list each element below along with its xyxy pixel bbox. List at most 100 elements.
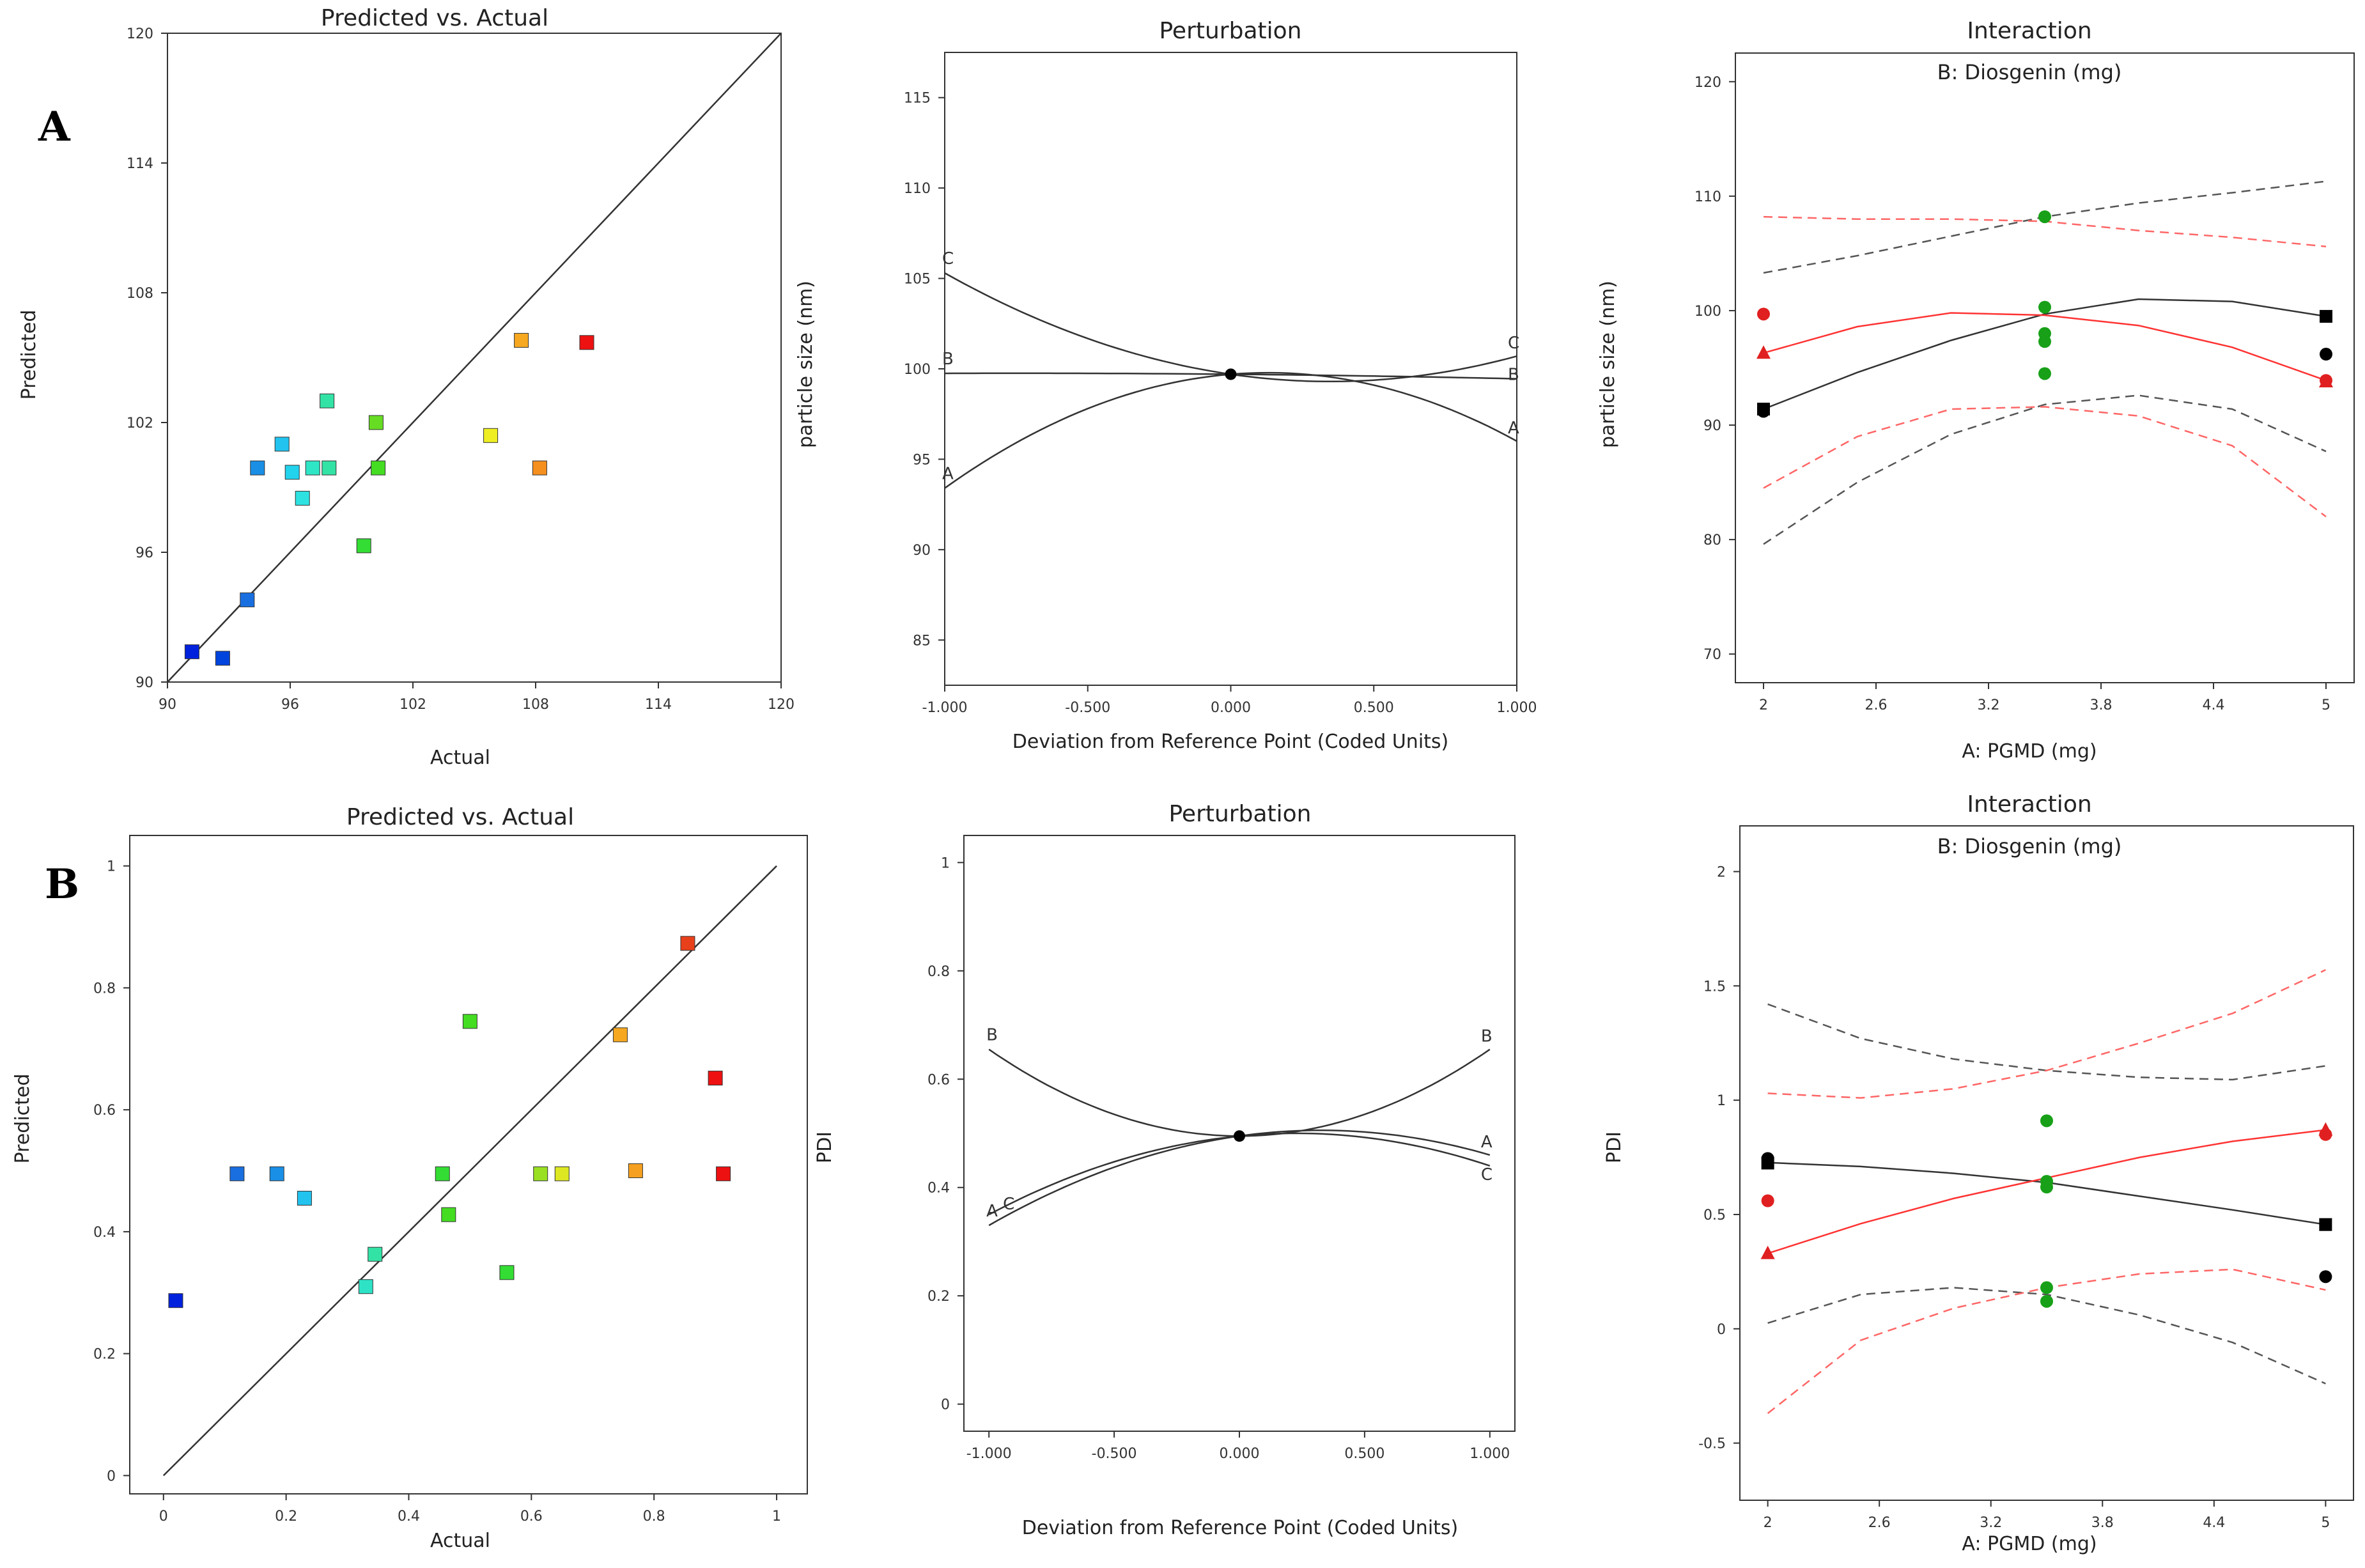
x-tick-label: 2.6 bbox=[1865, 697, 1888, 713]
x-axis-label: Deviation from Reference Point (Coded Un… bbox=[1022, 1517, 1459, 1539]
y-tick-label: 110 bbox=[904, 181, 931, 197]
data-point bbox=[483, 428, 499, 443]
x-tick-label: 1.000 bbox=[1469, 1446, 1510, 1462]
center-point bbox=[1234, 1130, 1245, 1142]
perturbation-curve-a bbox=[988, 1129, 1491, 1227]
interaction-red-lower bbox=[1763, 406, 2327, 518]
data-point bbox=[184, 644, 199, 660]
y-tick-label: 1 bbox=[107, 859, 116, 875]
x-tick-label: 5 bbox=[2322, 697, 2330, 713]
data-point bbox=[240, 592, 255, 607]
data-point bbox=[368, 1246, 383, 1262]
y-axis-label: particle size (nm) bbox=[1597, 281, 1619, 448]
x-tick-label: 3.2 bbox=[1980, 1515, 2002, 1531]
plot-frame bbox=[1739, 825, 2354, 1501]
y-tick-label: 0 bbox=[941, 1397, 950, 1413]
design-point-circle bbox=[1757, 307, 1770, 321]
design-point-circle bbox=[2040, 1114, 2053, 1128]
design-point-circle bbox=[2040, 1181, 2053, 1194]
design-point-square bbox=[2319, 1218, 2332, 1231]
curve-label-end: A bbox=[1508, 419, 1519, 438]
panel-label-a: A bbox=[38, 103, 71, 151]
y-axis-label: PDI bbox=[814, 1131, 836, 1163]
center-point bbox=[1225, 368, 1237, 380]
design-point-circle bbox=[2038, 210, 2051, 224]
design-point-square bbox=[1761, 1156, 1774, 1170]
interaction-black-lower bbox=[1763, 394, 2327, 545]
data-point bbox=[441, 1207, 456, 1222]
y-tick-label: 1 bbox=[1717, 1093, 1726, 1109]
x-tick-label: 90 bbox=[159, 697, 176, 713]
design-point-circle bbox=[2319, 1270, 2332, 1284]
x-axis-label: Actual bbox=[430, 1530, 490, 1552]
y-tick-label: 0.8 bbox=[927, 964, 950, 980]
perturbation-curve-a bbox=[944, 371, 1517, 489]
x-tick-label: 114 bbox=[645, 697, 672, 713]
interaction-black-lower bbox=[1767, 1287, 2326, 1385]
y-tick-label: 2 bbox=[1717, 865, 1726, 881]
data-point bbox=[229, 1166, 245, 1181]
y-tick-label: 115 bbox=[904, 91, 931, 107]
y-axis-label: PDI bbox=[1603, 1131, 1625, 1163]
chart-b1-predicted-vs-actual: Predicted vs. Actual Actual Predicted 0 0… bbox=[12, 804, 808, 1552]
y-tick-label: 0.4 bbox=[93, 1225, 116, 1241]
y-tick-label: 0.2 bbox=[93, 1347, 116, 1363]
reference-line bbox=[167, 33, 782, 683]
data-point bbox=[435, 1166, 450, 1181]
y-tick-label: 114 bbox=[127, 156, 153, 172]
curve-label-start: A bbox=[942, 465, 954, 484]
x-tick-label: -0.500 bbox=[1092, 1446, 1137, 1462]
panel-label-b: B bbox=[45, 860, 79, 908]
plot-frame bbox=[129, 835, 808, 1494]
design-point-circle bbox=[2040, 1294, 2053, 1308]
y-tick-label: 0.6 bbox=[927, 1072, 950, 1088]
data-point bbox=[371, 460, 386, 476]
data-point bbox=[297, 1190, 312, 1206]
data-point bbox=[554, 1166, 570, 1181]
data-point bbox=[322, 460, 337, 476]
curve-label-start: A bbox=[986, 1202, 998, 1221]
y-tick-label: 1 bbox=[941, 855, 950, 871]
x-tick-label: 3.8 bbox=[2091, 1515, 2114, 1531]
data-point bbox=[716, 1166, 731, 1181]
y-tick-label: 90 bbox=[1703, 418, 1721, 434]
interaction-black-fit bbox=[1767, 1161, 2326, 1225]
chart-b2-perturbation: Perturbation Deviation from Reference Po… bbox=[814, 801, 1516, 1539]
chart-subtitle: B: Diosgenin (mg) bbox=[1937, 834, 2122, 858]
design-point-circle bbox=[2038, 300, 2051, 314]
design-point-triangle bbox=[1760, 1245, 1775, 1259]
y-tick-label: 0.6 bbox=[93, 1103, 116, 1119]
y-tick-label: 108 bbox=[127, 286, 153, 302]
y-tick-label: 96 bbox=[136, 545, 153, 561]
data-point bbox=[532, 460, 547, 476]
y-tick-label: 85 bbox=[913, 633, 931, 649]
x-tick-label: -0.500 bbox=[1065, 700, 1110, 716]
x-tick-label: 0 bbox=[159, 1509, 168, 1525]
design-point-circle bbox=[1761, 1194, 1774, 1207]
chart-a1-predicted-vs-actual: Predicted vs. Actual Actual Predicted 90… bbox=[18, 5, 795, 769]
x-tick-label: 1.000 bbox=[1497, 700, 1537, 716]
design-point-circle bbox=[2040, 1281, 2053, 1294]
data-point bbox=[579, 335, 594, 350]
data-point bbox=[708, 1071, 723, 1086]
chart-title: Interaction bbox=[1967, 791, 2091, 818]
data-point bbox=[514, 332, 529, 348]
chart-b3-interaction: Interaction B: Diosgenin (mg) A: PGMD (m… bbox=[1603, 791, 2354, 1555]
interaction-red-upper bbox=[1767, 969, 2326, 1099]
x-tick-label: 0.8 bbox=[643, 1509, 665, 1525]
x-tick-label: 0.500 bbox=[1354, 700, 1394, 716]
x-tick-label: 102 bbox=[399, 697, 426, 713]
x-tick-label: 5 bbox=[2321, 1515, 2330, 1531]
interaction-black-upper bbox=[1763, 180, 2327, 274]
data-point bbox=[358, 1279, 373, 1294]
curve-label-end: C bbox=[1481, 1165, 1493, 1184]
y-tick-label: 0.4 bbox=[927, 1181, 950, 1197]
data-point bbox=[356, 538, 371, 554]
y-tick-label: 120 bbox=[127, 26, 153, 42]
x-tick-label: 0.000 bbox=[1220, 1446, 1260, 1462]
curve-label-start: B bbox=[942, 350, 954, 369]
design-point-circle bbox=[1757, 405, 1770, 418]
data-point bbox=[320, 393, 335, 408]
y-axis-label: Predicted bbox=[18, 310, 40, 400]
y-tick-label: -0.5 bbox=[1698, 1436, 1726, 1452]
